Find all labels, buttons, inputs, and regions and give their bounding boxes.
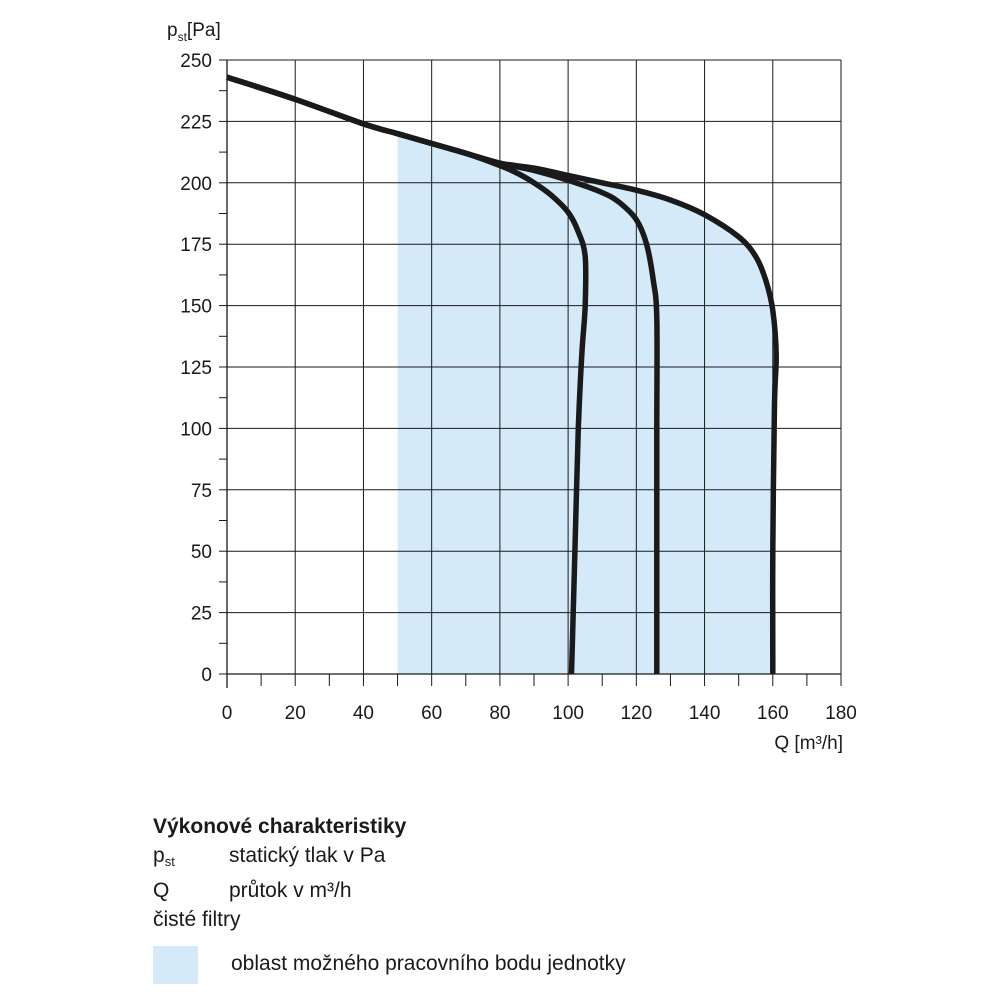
performance-chart: 0 20 40 60 80 100 120 140 160 180 0 25 50 75 100 125 150… [167, 20, 857, 754]
legend-title: Výkonové charakteristiky [153, 815, 407, 838]
legend-text: statický tlak v Pa [229, 844, 386, 867]
y-tick-label: 175 [180, 235, 212, 256]
y-tick-label: 150 [180, 297, 212, 318]
y-tick-label: 75 [191, 481, 212, 502]
x-tick-label: 20 [285, 703, 306, 724]
x-tick-label: 160 [757, 703, 789, 724]
legend-symbol: pst [153, 841, 229, 876]
x-tick-label: 80 [489, 703, 510, 724]
x-tick-label: 0 [222, 703, 233, 724]
y-tick-label: 100 [180, 419, 212, 440]
legend: Výkonové charakteristiky pst statický tl… [153, 812, 406, 934]
legend-row-q: Q průtok v m³/h [153, 876, 406, 905]
legend-swatch-row: oblast možného pracovního bodu jednotky [153, 946, 853, 986]
x-tick-label: 100 [552, 703, 584, 724]
x-tick-label: 40 [353, 703, 374, 724]
y-axis-label-unit: [Pa] [187, 20, 221, 41]
series-lines [226, 74, 779, 675]
x-tick-label: 120 [620, 703, 652, 724]
x-axis-label: Q [m³/h] [774, 733, 843, 754]
x-tick-label: 60 [421, 703, 442, 724]
x-tick-label: 180 [825, 703, 857, 724]
y-tick-label: 50 [191, 542, 212, 563]
y-axis-label-sub: st [178, 30, 188, 44]
legend-symbol-sub: st [164, 854, 175, 869]
operating-region [397, 133, 777, 674]
y-tick-label: 225 [180, 112, 212, 133]
axes [219, 59, 842, 688]
operating-region-area [397, 133, 777, 674]
series-line-3 [226, 74, 779, 675]
legend-symbol: Q [153, 879, 170, 902]
x-tick-label: 140 [689, 703, 721, 724]
operating-region-swatch [153, 946, 198, 984]
y-tick-label: 0 [201, 665, 212, 686]
y-tick-label: 250 [180, 51, 212, 72]
y-axis-label-main: p [167, 20, 178, 41]
tick-labels: 0 20 40 60 80 100 120 140 160 180 0 25 50 75 100 125 150… [180, 51, 857, 724]
y-axis-label: pst[Pa] [167, 20, 221, 44]
y-tick-label: 25 [191, 604, 212, 625]
y-tick-label: 125 [180, 358, 212, 379]
y-tick-label: 200 [180, 174, 212, 195]
swatch-label: oblast možného pracovního bodu jednotky [231, 952, 626, 975]
legend-text: průtok v m³/h [229, 879, 352, 902]
legend-symbol-main: p [153, 844, 165, 867]
legend-note: čisté filtry [153, 908, 241, 931]
legend-row-pst: pst statický tlak v Pa [153, 841, 406, 876]
